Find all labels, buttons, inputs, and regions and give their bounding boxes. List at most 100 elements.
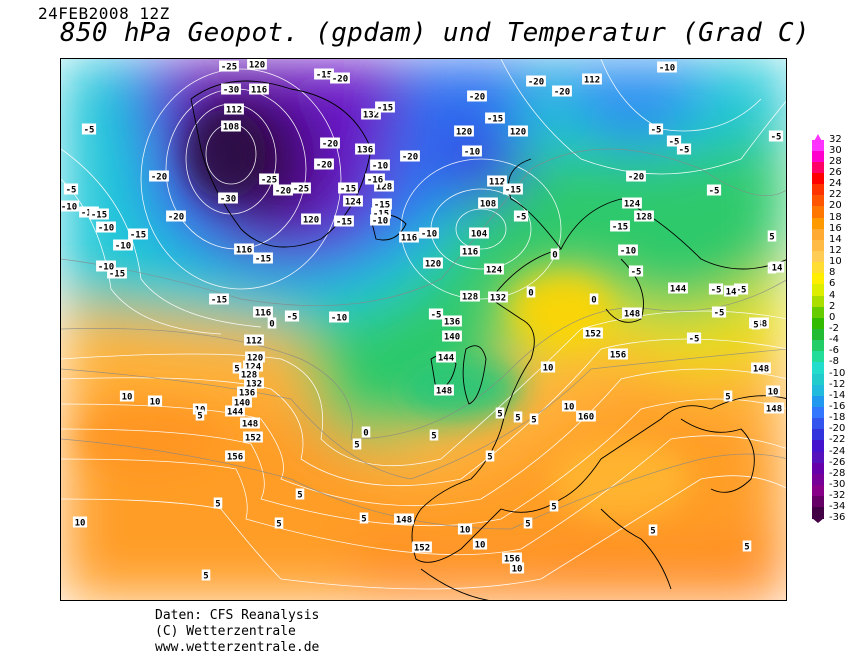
geopotential-label: 128 <box>376 183 392 193</box>
isotherm-label: 5 <box>215 500 220 510</box>
isotherm-label: 5 <box>203 572 208 582</box>
colorbar-swatch <box>812 195 824 207</box>
isotherm-label-bg <box>209 293 229 305</box>
isotherm-label: -10 <box>331 314 347 324</box>
geopotential-label-bg <box>221 120 241 132</box>
geopotential-label: 148 <box>766 405 782 415</box>
colorbar-tick-label: -28 <box>829 467 846 479</box>
isotherm-label: -20 <box>316 161 332 171</box>
geopotential-label: 132 <box>490 294 506 304</box>
colorbar-tick-label: -34 <box>829 501 846 513</box>
colorbar-swatch <box>812 184 824 196</box>
isotherm-label-bg <box>767 230 777 242</box>
colorbar-tick-label: 22 <box>829 189 842 201</box>
isotherm-label-bg <box>213 497 223 509</box>
isotherm-label-bg <box>273 184 293 196</box>
geopotential-label-bg <box>487 175 507 187</box>
geopotential-label-bg <box>469 227 489 239</box>
isotherm-label: -15 <box>316 71 332 81</box>
isotherm-label-bg <box>352 438 362 450</box>
isotherm-label: 14 <box>726 288 737 298</box>
geopotential-label-bg <box>622 307 642 319</box>
isotherm-label-bg <box>291 182 311 194</box>
colorbar-tick-label: -14 <box>829 389 846 401</box>
isotherm-label: 5 <box>276 520 281 530</box>
isotherm-label-bg <box>526 286 536 298</box>
isotherm-label: -15 <box>255 255 271 265</box>
isotherm-label: 5 <box>725 393 730 403</box>
colorbar-swatch <box>812 384 824 397</box>
isotherm-label: -20 <box>628 173 644 183</box>
isotherm-label-bg <box>540 361 556 373</box>
isotherm-label-bg <box>503 183 523 195</box>
geopotential-label: 160 <box>578 413 594 423</box>
isotherm-label: 0 <box>591 296 596 306</box>
geopotential-label: 148 <box>436 387 452 397</box>
geopotential-label: 124 <box>624 200 641 210</box>
geopotential-label-bg <box>253 306 273 318</box>
colorbar-tick-label: -16 <box>829 400 846 412</box>
colorbar-swatch <box>812 351 824 363</box>
isotherm-label-bg <box>192 403 208 415</box>
colorbar-tick-label: -36 <box>829 512 846 524</box>
isotherm-label: 10 <box>564 403 575 413</box>
colorbar-tick-label: -4 <box>829 334 839 346</box>
isotherm-label-bg <box>329 311 349 323</box>
geopotential-label-bg <box>460 245 480 257</box>
isotherm-label: 0 <box>528 289 533 299</box>
geopotential-label-bg <box>224 103 244 115</box>
isotherm-label-bg <box>513 210 529 222</box>
isotherm-label-bg <box>676 143 692 155</box>
isotherm-label: -20 <box>332 75 348 85</box>
geopotential-label-bg <box>361 108 381 120</box>
isotherm-label-bg <box>610 220 630 232</box>
isotherm-label-bg <box>365 173 385 185</box>
isotherm-label: -5 <box>631 268 642 278</box>
colorbar-tick-label: -2 <box>829 322 839 334</box>
isotherm-label-bg <box>107 267 127 279</box>
isotherm-label: -10 <box>620 247 636 257</box>
isotherm-label: -5 <box>714 309 725 319</box>
isotherm-label-bg <box>63 183 79 195</box>
isotherm-label-bg <box>419 227 439 239</box>
isotherm-label: 14 <box>772 264 783 274</box>
geopotential-label: 124 <box>345 198 362 208</box>
isotherm-label: -15 <box>336 218 352 228</box>
isotherm-label-bg <box>495 407 505 419</box>
isotherm-label: -5 <box>651 126 662 136</box>
isotherm-label-bg <box>96 260 116 272</box>
isotherm-label-bg <box>219 60 239 72</box>
colorbar-swatch <box>812 340 824 352</box>
colorbar-tick-label: -20 <box>829 423 846 435</box>
geopotential-label: 116 <box>462 248 478 258</box>
geopotential-label-bg <box>237 386 257 398</box>
isotherm-label: -25 <box>293 185 309 195</box>
geopotential-label: 136 <box>444 318 460 328</box>
isotherm-label: 0 <box>269 320 274 330</box>
colorbar-swatch <box>812 440 824 453</box>
isotherm-label: 0 <box>363 429 368 439</box>
colorbar-tick-label: -30 <box>829 478 846 490</box>
isotherm-label-bg <box>295 488 305 500</box>
isotherm-label-bg <box>723 390 733 402</box>
colorbar-swatch <box>812 150 824 163</box>
geopotential-label: 148 <box>396 516 412 526</box>
isotherm-label: 5 <box>297 491 302 501</box>
isotherm-label: 5 <box>354 441 359 451</box>
colorbar-swatch <box>812 217 824 230</box>
isotherm-label-bg <box>274 517 284 529</box>
isotherm-label-bg <box>372 198 392 210</box>
colorbar-swatch <box>812 161 824 174</box>
isotherm-label: -5 <box>431 311 442 321</box>
isotherm-label: -10 <box>372 162 388 172</box>
geopotential-label: 120 <box>247 354 263 364</box>
geopotential-label: 156 <box>610 351 626 361</box>
geopotential-label: 108 <box>480 200 496 210</box>
geopotential-label-bg <box>234 243 254 255</box>
isotherm-label: -5 <box>689 335 700 345</box>
geopotential-label-bg <box>434 384 454 396</box>
colorbar-bottom-arrow <box>812 518 824 524</box>
isotherm-label-bg <box>119 390 135 402</box>
isotherm-label-bg <box>549 500 559 512</box>
isotherm-label-bg <box>657 61 677 73</box>
